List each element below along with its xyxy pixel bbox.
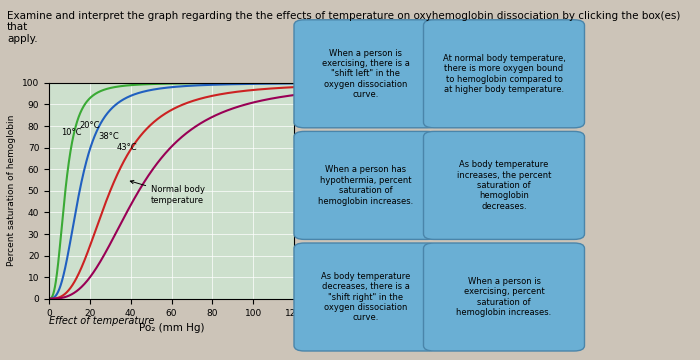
Text: 20°C: 20°C — [80, 121, 100, 130]
Y-axis label: Percent saturation of hemoglobin: Percent saturation of hemoglobin — [8, 115, 17, 266]
Text: When a person is
exercising, percent
saturation of
hemoglobin increases.: When a person is exercising, percent sat… — [456, 277, 552, 317]
Text: 38°C: 38°C — [98, 132, 119, 141]
Text: When a person is
exercising, there is a
"shift left" in the
oxygen dissociation
: When a person is exercising, there is a … — [322, 49, 409, 99]
Text: 43°C: 43°C — [116, 143, 137, 152]
X-axis label: Po₂ (mm Hg): Po₂ (mm Hg) — [139, 323, 204, 333]
Text: At normal body temperature,
there is more oxygen bound
to hemoglobin compared to: At normal body temperature, there is mor… — [442, 54, 566, 94]
Text: Effect of temperature: Effect of temperature — [49, 316, 155, 326]
Text: When a person has
hypothermia, percent
saturation of
hemoglobin increases.: When a person has hypothermia, percent s… — [318, 165, 414, 206]
Text: 10°C: 10°C — [62, 128, 82, 137]
Text: Examine and interpret the graph regarding the the effects of temperature on oxyh: Examine and interpret the graph regardin… — [7, 11, 680, 44]
Text: As body temperature
decreases, there is a
"shift right" in the
oxygen dissociati: As body temperature decreases, there is … — [321, 272, 410, 322]
Text: Normal body
temperature: Normal body temperature — [130, 180, 205, 205]
Text: As body temperature
increases, the percent
saturation of
hemoglobin
decreases.: As body temperature increases, the perce… — [457, 160, 551, 211]
